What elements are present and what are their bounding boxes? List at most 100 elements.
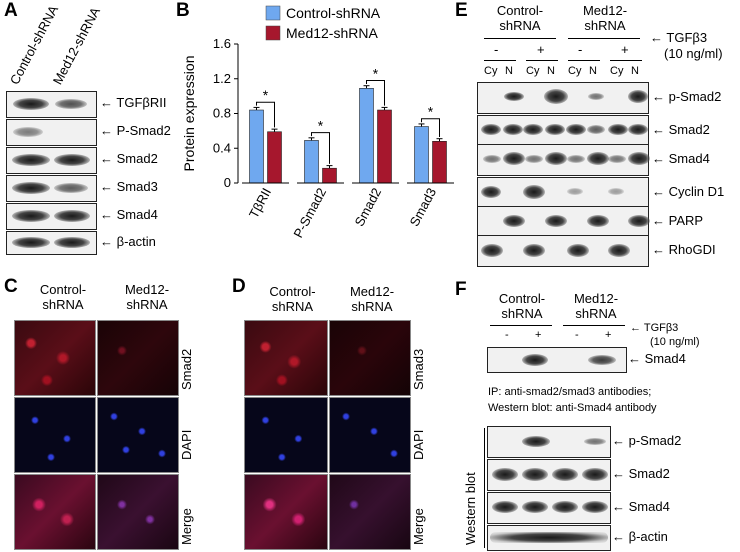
label-f-bactin: ← β-actin	[612, 529, 668, 544]
label-a-smad4: ← Smad4	[100, 207, 158, 222]
micro-c-merge-med12	[97, 474, 179, 550]
panel-e-tgf-label: ← TGFβ3	[650, 30, 708, 45]
fraction-cy-3: Cy	[568, 65, 582, 77]
blot-e-smad4	[477, 144, 650, 176]
blot-a-smad4	[6, 203, 97, 230]
panel-d-row-smad3: Smad3	[411, 348, 426, 390]
significance-star: *	[428, 104, 434, 120]
panel-letter-b: B	[176, 0, 190, 21]
legend-swatch	[265, 25, 281, 41]
y-axis-label: Protein expression	[181, 56, 197, 172]
micro-c-dapi-med12	[97, 397, 179, 473]
significance-star: *	[373, 65, 379, 81]
label-a-bactin: ← β-actin	[100, 234, 156, 249]
micro-d-merge-control	[244, 474, 328, 550]
label-e-parp: ← PARP	[652, 213, 704, 228]
panel-f-group1-label: Control-shRNA	[498, 291, 546, 321]
panel-letter-f: F	[455, 279, 467, 300]
blot-a-tgfbrii	[6, 91, 97, 118]
panel-f-tgf-label: ← TGFβ3	[630, 322, 679, 334]
label-f-psmad2: ← p-Smad2	[612, 433, 682, 448]
bar	[359, 88, 374, 184]
x-tick-label: Smad2	[352, 185, 385, 228]
label-f-ip-smad4: ← Smad4	[628, 351, 686, 366]
label-e-cyclind1: ← Cyclin D1	[652, 184, 725, 199]
panel-f-sign-3: -	[575, 329, 579, 341]
significance-bracket	[421, 118, 440, 137]
panel-f-sign-2: +	[535, 329, 542, 341]
panel-f-sign-4: +	[605, 329, 612, 341]
micro-d-dapi-control	[244, 397, 328, 473]
y-tick-label: 1.2	[213, 71, 231, 86]
panel-c-row-smad2: Smad2	[179, 348, 194, 390]
fraction-cy-4: Cy	[610, 65, 624, 77]
panel-letter-c: C	[4, 276, 18, 297]
fraction-n-2: N	[547, 65, 555, 77]
y-tick-label: 1.6	[213, 36, 231, 51]
panel-e-group2-label: Med12- shRNA	[582, 3, 628, 33]
blot-a-smad2	[6, 147, 97, 174]
label-e-smad2: ← Smad2	[652, 122, 710, 137]
x-tick-label: TβRII	[246, 185, 274, 220]
blot-a-bactin	[6, 231, 97, 255]
micro-d-dapi-med12	[329, 397, 411, 473]
bar	[414, 126, 429, 184]
panel-letter-a: A	[4, 0, 18, 21]
label-f-smad4: ← Smad4	[612, 499, 670, 514]
label-a-smad3: ← Smad3	[100, 179, 158, 194]
panel-e-sign-4: +	[621, 42, 629, 57]
micro-c-smad2-control	[14, 320, 96, 396]
blot-f-psmad2	[487, 426, 611, 458]
x-tick-label: Smad3	[407, 185, 440, 228]
label-a-tgfbrii: ← TGFβRII	[100, 95, 167, 110]
blot-a-smad3	[6, 175, 97, 202]
micro-d-merge-med12	[329, 474, 411, 550]
panel-f-ip-note-1: IP: anti-smad2/smad3 antibodies;	[488, 386, 652, 398]
blot-f-smad2	[487, 459, 611, 491]
micro-c-dapi-control	[14, 397, 96, 473]
blot-e-parp	[477, 206, 650, 238]
panel-e-sign-1: -	[494, 42, 499, 57]
panel-e-group1-label: Control-shRNA	[496, 3, 544, 33]
panel-a-lane-label-med12: Med12-shRNA	[49, 4, 104, 87]
blot-f-ip-smad4	[487, 347, 627, 373]
legend-label: Med12-shRNA	[286, 25, 378, 41]
bar	[249, 109, 264, 184]
panel-f-group2-label: Med12- shRNA	[573, 291, 619, 321]
panel-d-row-merge: Merge	[411, 508, 426, 545]
panel-d-col1-label: Control-shRNA	[269, 284, 316, 314]
bar	[304, 140, 319, 184]
panel-f-ip-note-2: Western blot: anti-Smad4 antibody	[488, 402, 657, 414]
label-a-psmad2: ← P-Smad2	[100, 123, 171, 138]
significance-bracket	[256, 101, 275, 128]
micro-c-smad2-med12	[97, 320, 179, 396]
blot-e-rhogdi	[477, 235, 649, 267]
panel-letter-d: D	[232, 276, 246, 297]
blot-f-bactin	[487, 525, 611, 551]
y-tick-label: 0	[224, 175, 231, 190]
legend-swatch	[265, 5, 281, 21]
panel-letter-e: E	[455, 0, 468, 21]
blot-f-smad4	[487, 492, 611, 524]
significance-star: *	[263, 87, 269, 103]
panel-c-row-merge: Merge	[179, 508, 194, 545]
panel-f-sign-1: -	[505, 329, 509, 341]
significance-star: *	[318, 118, 324, 134]
blot-e-cyclind1	[477, 177, 649, 209]
bar	[322, 167, 337, 184]
label-e-rhogdi: ← RhoGDI	[652, 242, 716, 257]
significance-bracket	[311, 132, 330, 164]
fraction-n-1: N	[505, 65, 513, 77]
fraction-n-3: N	[589, 65, 597, 77]
panel-c-row-dapi: DAPI	[179, 429, 194, 460]
label-f-smad2: ← Smad2	[612, 466, 670, 481]
bar-chart: 0 0.4 0.8 1.2 1.6 Protein expression Control-s…	[181, 5, 454, 240]
micro-d-smad3-med12	[329, 320, 411, 396]
panel-f-conc-label: (10 ng/ml)	[650, 336, 700, 348]
fraction-n-4: N	[631, 65, 639, 77]
panel-d-row-dapi: DAPI	[411, 429, 426, 460]
label-e-smad4: ← Smad4	[652, 151, 710, 166]
bar	[267, 131, 282, 184]
label-e-psmad2: ← p-Smad2	[652, 89, 722, 104]
label-a-smad2: ← Smad2	[100, 151, 158, 166]
